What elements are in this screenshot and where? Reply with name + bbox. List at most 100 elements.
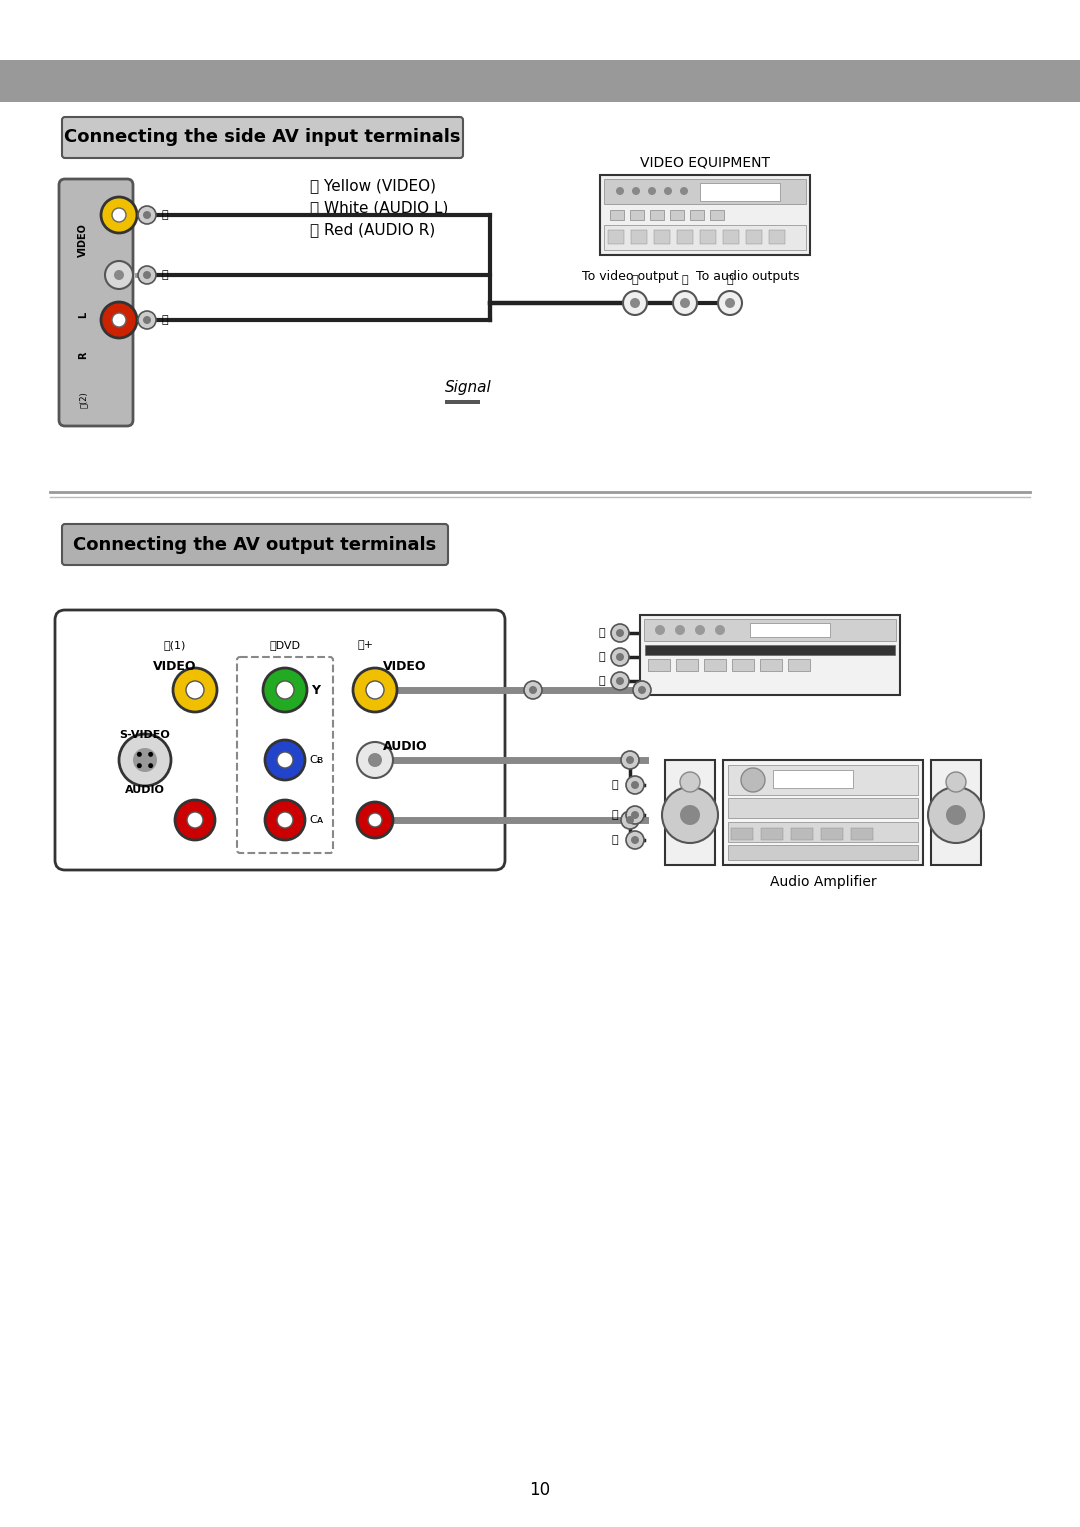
Bar xyxy=(728,822,918,841)
Text: Connecting the side AV input terminals: Connecting the side AV input terminals xyxy=(64,128,461,147)
Circle shape xyxy=(366,681,384,699)
Text: Cᴃ: Cᴃ xyxy=(309,754,323,765)
Text: R: R xyxy=(78,351,87,359)
Circle shape xyxy=(143,316,151,324)
Bar xyxy=(788,660,810,670)
Bar xyxy=(760,660,782,670)
Text: S-VIDEO: S-VIDEO xyxy=(120,730,171,741)
Circle shape xyxy=(611,625,629,641)
FancyArrow shape xyxy=(445,400,480,405)
Circle shape xyxy=(102,197,137,234)
Bar xyxy=(676,660,698,670)
Circle shape xyxy=(616,629,624,637)
Text: Signal: Signal xyxy=(445,380,491,395)
FancyBboxPatch shape xyxy=(62,524,448,565)
Text: AUDIO: AUDIO xyxy=(125,785,165,796)
Circle shape xyxy=(138,266,156,284)
Bar xyxy=(723,231,739,244)
Circle shape xyxy=(718,292,742,315)
Bar xyxy=(650,211,664,220)
Circle shape xyxy=(529,686,537,693)
Text: Y: Y xyxy=(311,684,320,696)
Circle shape xyxy=(138,206,156,224)
Circle shape xyxy=(119,734,171,786)
Circle shape xyxy=(626,776,644,794)
Circle shape xyxy=(946,773,966,793)
Bar xyxy=(704,660,726,670)
Circle shape xyxy=(630,298,640,308)
Bar xyxy=(700,231,716,244)
Circle shape xyxy=(715,625,725,635)
Circle shape xyxy=(353,667,397,712)
Circle shape xyxy=(102,302,137,337)
Text: VIDEO EQUIPMENT: VIDEO EQUIPMENT xyxy=(640,156,770,169)
Text: VIDEO: VIDEO xyxy=(153,660,197,673)
Bar xyxy=(604,179,806,205)
Text: Ⓦ White (AUDIO L): Ⓦ White (AUDIO L) xyxy=(310,200,448,215)
Text: To video output: To video output xyxy=(582,270,678,282)
Text: AUDIO: AUDIO xyxy=(382,741,428,753)
Text: 10: 10 xyxy=(529,1481,551,1500)
Circle shape xyxy=(611,672,629,690)
Circle shape xyxy=(133,748,157,773)
Text: ⬜(1): ⬜(1) xyxy=(164,640,186,651)
Text: VIDEO: VIDEO xyxy=(78,223,87,257)
Circle shape xyxy=(631,780,639,789)
Circle shape xyxy=(626,806,644,825)
Circle shape xyxy=(741,768,765,793)
Circle shape xyxy=(680,805,700,825)
Bar xyxy=(731,828,753,840)
Circle shape xyxy=(368,812,382,828)
Circle shape xyxy=(137,764,141,768)
Bar xyxy=(769,231,785,244)
Text: L: L xyxy=(78,312,87,318)
Circle shape xyxy=(725,298,735,308)
Circle shape xyxy=(946,805,966,825)
Bar xyxy=(677,231,693,244)
Bar xyxy=(654,231,670,244)
Text: Ⓡ: Ⓡ xyxy=(161,315,167,325)
Circle shape xyxy=(675,625,685,635)
Text: To audio outputs: To audio outputs xyxy=(697,270,800,282)
Text: ⬜(2): ⬜(2) xyxy=(79,391,87,408)
Circle shape xyxy=(626,815,634,825)
Bar xyxy=(670,211,684,220)
Circle shape xyxy=(638,686,646,693)
Bar xyxy=(608,231,624,244)
Circle shape xyxy=(143,270,151,279)
Circle shape xyxy=(616,654,624,661)
Circle shape xyxy=(357,802,393,838)
Bar xyxy=(728,765,918,796)
Bar xyxy=(746,231,762,244)
Circle shape xyxy=(626,831,644,849)
Text: Ⓦ: Ⓦ xyxy=(598,652,605,663)
Circle shape xyxy=(626,756,634,764)
Text: VIDEO: VIDEO xyxy=(383,660,427,673)
Bar xyxy=(710,211,724,220)
Text: Ⓦ: Ⓦ xyxy=(161,270,167,279)
Text: ⓨ: ⓨ xyxy=(598,628,605,638)
Bar xyxy=(610,211,624,220)
Circle shape xyxy=(648,186,656,195)
Bar xyxy=(600,176,810,255)
Circle shape xyxy=(368,753,382,767)
Bar xyxy=(604,224,806,250)
Circle shape xyxy=(143,211,151,218)
Circle shape xyxy=(680,298,690,308)
Circle shape xyxy=(621,751,639,770)
Bar xyxy=(723,760,923,864)
Circle shape xyxy=(265,741,305,780)
Circle shape xyxy=(631,835,639,844)
Circle shape xyxy=(621,811,639,829)
Circle shape xyxy=(265,800,305,840)
Text: Ⓡ: Ⓡ xyxy=(598,676,605,686)
Text: Ⓦ: Ⓦ xyxy=(611,780,619,789)
Bar xyxy=(931,760,981,864)
Bar xyxy=(0,60,1080,102)
Circle shape xyxy=(175,800,215,840)
FancyBboxPatch shape xyxy=(59,179,133,426)
Bar xyxy=(732,660,754,670)
Circle shape xyxy=(680,186,688,195)
Circle shape xyxy=(173,667,217,712)
Circle shape xyxy=(148,751,153,757)
